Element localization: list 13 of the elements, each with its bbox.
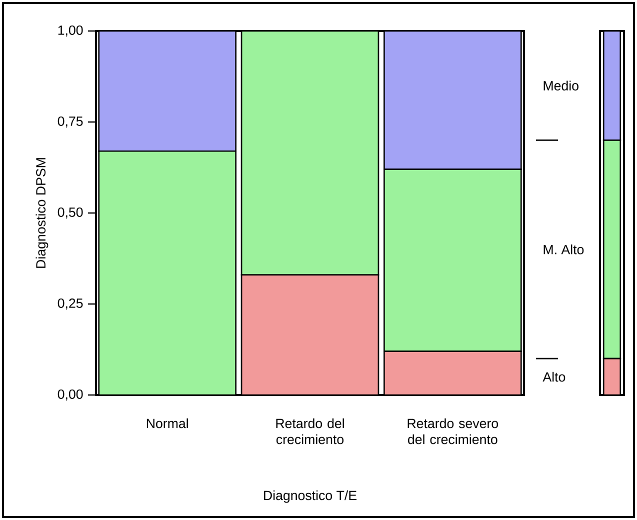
series-label: M. Alto — [544, 244, 584, 254]
y-axis-title: Diagnostico DPSM — [36, 158, 48, 268]
y-tick-label: 0,25 — [58, 298, 83, 310]
legend-label: Alto — [542, 372, 566, 382]
y-tick-label: 0,50 — [58, 207, 83, 219]
x-tick-label: Retardo del crecimiento — [276, 418, 344, 444]
series-label: Medio — [544, 80, 578, 90]
y-tick-label: 1,00 — [58, 25, 83, 37]
y-tick-label: 0,75 — [58, 116, 83, 128]
x-tick-label: Normal — [146, 418, 188, 428]
y-tick-label: 0,00 — [58, 389, 83, 401]
x-axis-title: Diagnostico T/E — [264, 490, 356, 503]
x-tick-label: Retardo severo del crecimiento — [408, 418, 498, 444]
